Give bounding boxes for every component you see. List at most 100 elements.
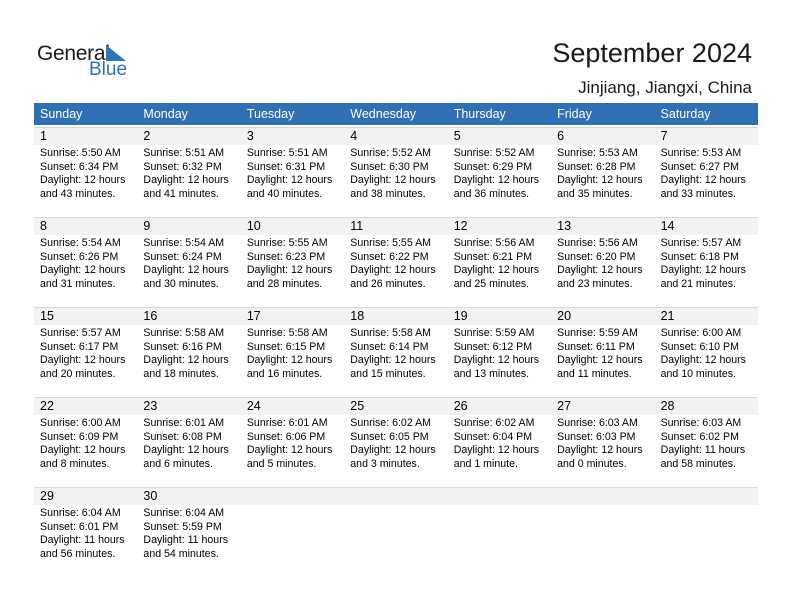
sunrise-text: Sunrise: 5:53 AM <box>660 147 742 159</box>
logo-text-general: General <box>37 42 110 65</box>
daylight-text: Daylight: 12 hours <box>660 174 746 186</box>
daylight-text: Daylight: 12 hours <box>246 354 333 366</box>
day-cell: 7 Sunrise: 5:53 AM Sunset: 6:27 PM Daylight… <box>655 125 758 215</box>
sunset-text: Sunset: 6:31 PM <box>246 160 326 173</box>
daylight-minutes-text: and 18 minutes. <box>143 367 219 380</box>
day-number-band <box>34 127 758 145</box>
daylight-minutes-text: and 58 minutes. <box>660 457 736 470</box>
weekday-thursday: Thursday <box>453 107 506 121</box>
weekday-saturday: Saturday <box>660 107 711 121</box>
sunset-text: Sunset: 6:03 PM <box>557 430 636 443</box>
sunset-text: Sunset: 6:17 PM <box>40 340 119 353</box>
sunset-text: Sunset: 6:15 PM <box>246 340 326 353</box>
daylight-text: Daylight: 12 hours <box>453 174 540 186</box>
sunset-text: Sunset: 6:02 PM <box>660 430 739 443</box>
daylight-minutes-text: and 15 minutes. <box>350 367 426 380</box>
day-cell: 15 Sunrise: 5:57 AM Sunset: 6:17 PM Dayligh… <box>34 305 137 395</box>
sunrise-text: Sunrise: 5:58 AM <box>246 327 328 339</box>
sunrise-text: Sunrise: 6:02 AM <box>453 417 535 429</box>
daylight-minutes-text: and 41 minutes. <box>143 187 219 200</box>
sunset-text: Sunset: 6:16 PM <box>143 340 222 353</box>
daylight-minutes-text: and 13 minutes. <box>453 367 530 380</box>
sunrise-text: Sunrise: 5:52 AM <box>350 147 431 159</box>
day-number-band <box>34 397 758 415</box>
day-cell: 1 Sunrise: 5:50 AM Sunset: 6:34 PM Daylight… <box>34 125 137 215</box>
sunset-text: Sunset: 6:28 PM <box>557 160 636 173</box>
day-cell: 12 Sunrise: 5:56 AM Sunset: 6:21 PM Dayligh… <box>448 215 551 305</box>
sunset-text: Sunset: 6:11 PM <box>557 340 635 353</box>
daylight-text: Daylight: 12 hours <box>350 264 436 276</box>
sunrise-text: Sunrise: 5:55 AM <box>246 237 328 249</box>
day-number: 21 <box>660 309 675 323</box>
day-cell: 4 Sunrise: 5:52 AM Sunset: 6:30 PM Daylight… <box>344 125 447 215</box>
sunset-text: Sunset: 6:30 PM <box>350 160 429 173</box>
weekday-friday: Friday <box>557 107 592 121</box>
sunset-text: Sunset: 6:20 PM <box>557 250 636 263</box>
day-number: 15 <box>40 309 54 323</box>
day-number: 6 <box>557 129 565 143</box>
daylight-text: Daylight: 12 hours <box>246 264 333 276</box>
sunset-text: Sunset: 6:34 PM <box>40 160 119 173</box>
sunrise-text: Sunrise: 6:04 AM <box>143 507 225 519</box>
week-row: 8 Sunrise: 5:54 AM Sunset: 6:26 PM Daylight… <box>34 215 758 305</box>
week-row: 15 Sunrise: 5:57 AM Sunset: 6:17 PM Dayligh… <box>34 305 758 395</box>
day-number: 19 <box>453 309 468 323</box>
sunrise-text: Sunrise: 5:56 AM <box>453 237 535 249</box>
daylight-minutes-text: and 28 minutes. <box>246 277 323 290</box>
daylight-minutes-text: and 56 minutes. <box>40 547 116 560</box>
sunrise-text: Sunrise: 5:54 AM <box>40 237 121 249</box>
daylight-text: Daylight: 12 hours <box>40 354 126 366</box>
sunrise-text: Sunrise: 6:03 AM <box>557 417 638 429</box>
day-number: 10 <box>246 219 261 233</box>
day-number: 8 <box>40 219 47 233</box>
day-cell: 9 Sunrise: 5:54 AM Sunset: 6:24 PM Daylight… <box>137 215 240 305</box>
day-number-band <box>34 487 758 505</box>
day-number: 14 <box>660 219 675 233</box>
daylight-minutes-text: and 38 minutes. <box>350 187 426 200</box>
day-cell: 17 Sunrise: 5:58 AM Sunset: 6:15 PM Dayligh… <box>241 305 344 395</box>
daylight-minutes-text: and 40 minutes. <box>246 187 323 200</box>
daylight-text: Daylight: 12 hours <box>557 354 643 366</box>
daylight-text: Daylight: 12 hours <box>143 174 229 186</box>
weekday-wednesday: Wednesday <box>350 107 417 121</box>
location: Jinjiang, Jiangxi, China <box>578 78 752 97</box>
day-cell: 20 Sunrise: 5:59 AM Sunset: 6:11 PM Dayligh… <box>551 305 654 395</box>
day-number: 26 <box>453 399 468 413</box>
day-cell: 29 Sunrise: 6:04 AM Sunset: 6:01 PM Dayligh… <box>34 485 137 575</box>
day-number: 7 <box>660 129 668 143</box>
daylight-minutes-text: and 33 minutes. <box>660 187 736 200</box>
daylight-minutes-text: and 3 minutes. <box>350 457 420 470</box>
weekday-header: Sunday Monday Tuesday Wednesday Thursday Frid… <box>34 103 758 125</box>
sunrise-text: Sunrise: 5:53 AM <box>557 147 638 159</box>
sunset-text: Sunset: 6:05 PM <box>350 430 429 443</box>
sunset-text: Sunset: 6:27 PM <box>660 160 739 173</box>
sunset-text: Sunset: 6:23 PM <box>246 250 326 263</box>
sunrise-text: Sunrise: 6:01 AM <box>246 417 328 429</box>
day-cell: 6 Sunrise: 5:53 AM Sunset: 6:28 PM Daylight… <box>551 125 654 215</box>
day-number: 29 <box>40 489 54 503</box>
day-number: 24 <box>246 399 261 413</box>
daylight-minutes-text: and 20 minutes. <box>40 367 116 380</box>
daylight-minutes-text: and 43 minutes. <box>40 187 116 200</box>
daylight-minutes-text: and 26 minutes. <box>350 277 426 290</box>
day-number: 3 <box>246 129 254 143</box>
daylight-minutes-text: and 31 minutes. <box>40 277 116 290</box>
sunset-text: Sunset: 6:18 PM <box>660 250 739 263</box>
day-number: 23 <box>143 399 158 413</box>
daylight-text: Daylight: 12 hours <box>557 264 643 276</box>
daylight-text: Daylight: 12 hours <box>350 174 436 186</box>
sunset-text: Sunset: 5:59 PM <box>143 520 222 533</box>
sunrise-text: Sunrise: 5:57 AM <box>660 237 742 249</box>
day-number: 13 <box>557 219 572 233</box>
sunset-text: Sunset: 6:08 PM <box>143 430 222 443</box>
daylight-minutes-text: and 10 minutes. <box>660 367 736 380</box>
day-number: 20 <box>557 309 572 323</box>
sunrise-text: Sunrise: 5:50 AM <box>40 147 121 159</box>
day-cell: 28 Sunrise: 6:03 AM Sunset: 6:02 PM Dayligh… <box>655 395 758 485</box>
daylight-text: Daylight: 11 hours <box>143 534 229 546</box>
day-cell: 18 Sunrise: 5:58 AM Sunset: 6:14 PM Dayligh… <box>344 305 447 395</box>
day-cell: 14 Sunrise: 5:57 AM Sunset: 6:18 PM Dayligh… <box>655 215 758 305</box>
sunrise-text: Sunrise: 5:55 AM <box>350 237 431 249</box>
daylight-text: Daylight: 12 hours <box>557 444 643 456</box>
day-cell: 8 Sunrise: 5:54 AM Sunset: 6:26 PM Daylight… <box>34 215 137 305</box>
